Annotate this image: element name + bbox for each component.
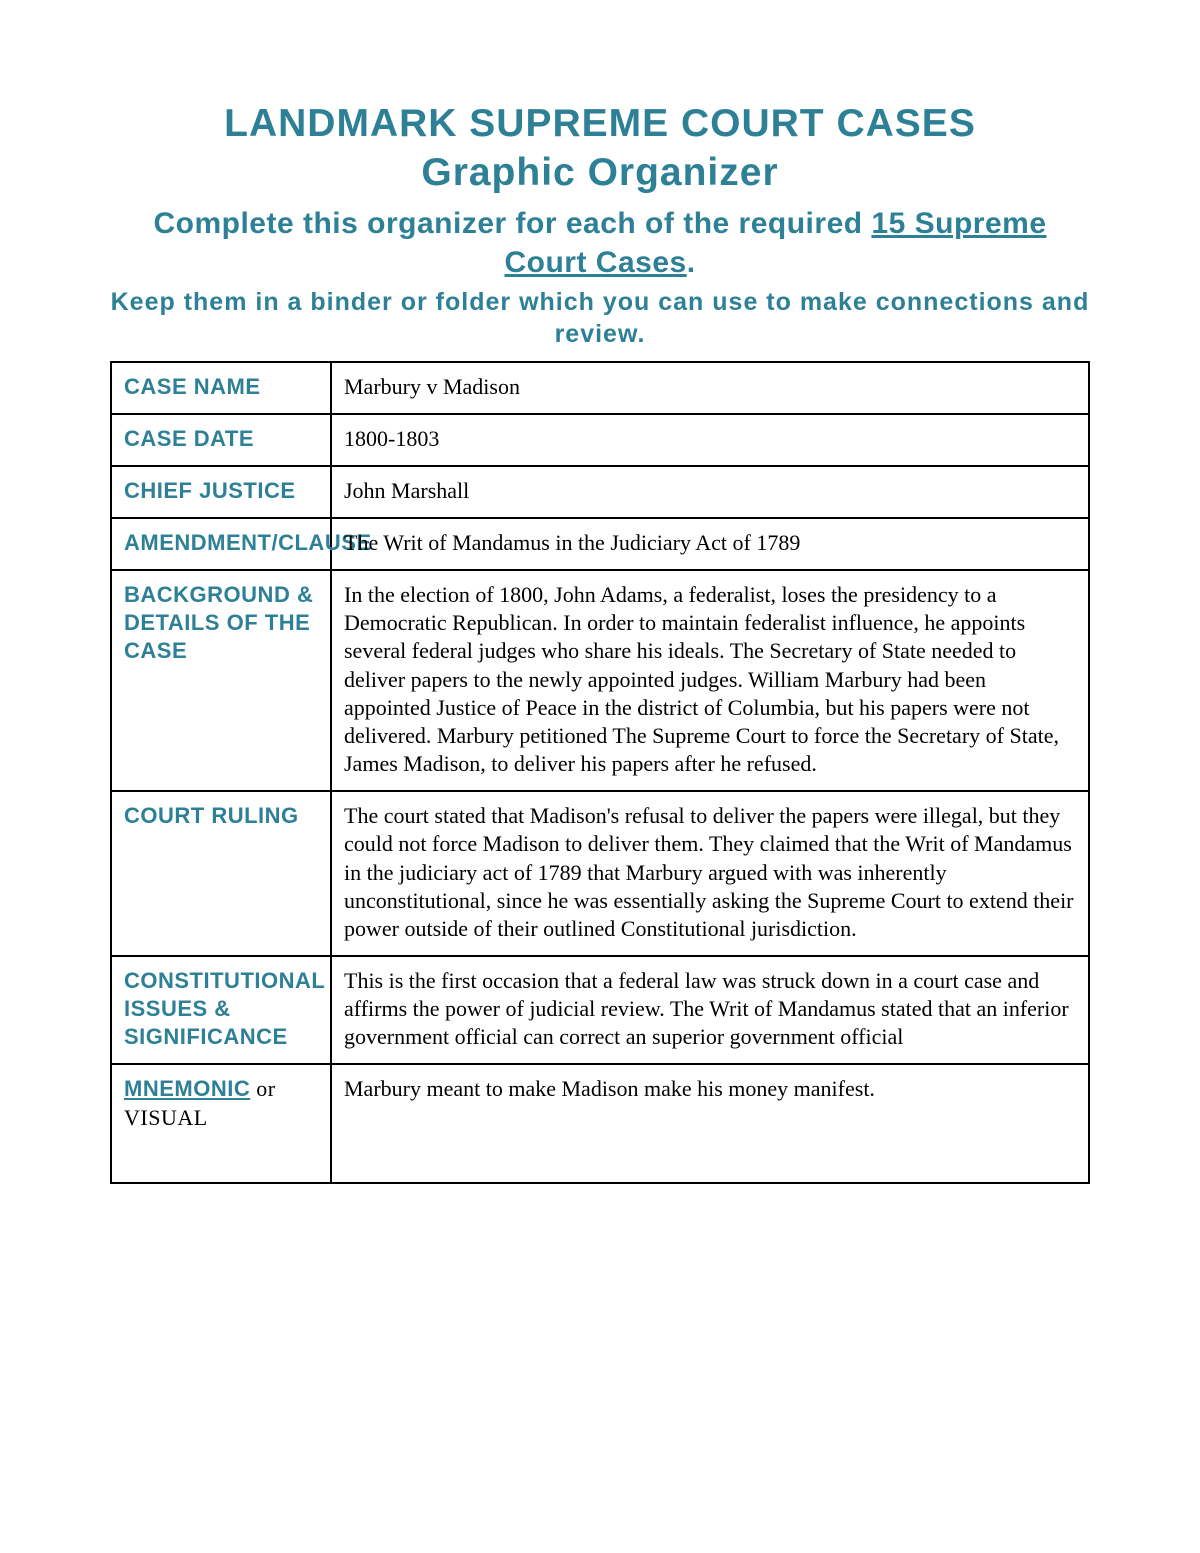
value-case-name: Marbury v Madison <box>331 362 1089 414</box>
title-line-1: LANDMARK SUPREME COURT CASES <box>224 102 976 145</box>
page-title: LANDMARK SUPREME COURT CASES Graphic Org… <box>110 100 1090 198</box>
value-background: In the election of 1800, John Adams, a f… <box>331 570 1089 791</box>
label-constitutional-issues: CONSTITUTIONAL ISSUES & SIGNIFICANCE <box>111 956 331 1064</box>
value-amendment-clause: The Writ of Mandamus in the Judiciary Ac… <box>331 518 1089 570</box>
label-court-ruling: COURT RULING <box>111 791 331 956</box>
label-amendment-clause: AMENDMENT/CLAUSE <box>111 518 331 570</box>
instruction-prefix: Complete this organizer for each of the … <box>153 207 871 240</box>
value-case-date: 1800-1803 <box>331 414 1089 466</box>
value-mnemonic: Marbury meant to make Madison make his m… <box>331 1064 1089 1182</box>
value-constitutional-issues: This is the first occasion that a federa… <box>331 956 1089 1064</box>
table-row: CONSTITUTIONAL ISSUES & SIGNIFICANCE Thi… <box>111 956 1089 1064</box>
table-row: CASE DATE 1800-1803 <box>111 414 1089 466</box>
instruction-line: Complete this organizer for each of the … <box>110 204 1090 282</box>
title-line-2: Graphic Organizer <box>421 151 778 194</box>
instruction-suffix: . <box>687 246 696 279</box>
table-row: CHIEF JUSTICE John Marshall <box>111 466 1089 518</box>
label-case-date: CASE DATE <box>111 414 331 466</box>
table-row: MNEMONIC or VISUAL Marbury meant to make… <box>111 1064 1089 1182</box>
table-row: CASE NAME Marbury v Madison <box>111 362 1089 414</box>
mnemonic-link[interactable]: MNEMONIC <box>124 1076 250 1101</box>
label-case-name: CASE NAME <box>111 362 331 414</box>
table-row: AMENDMENT/CLAUSE The Writ of Mandamus in… <box>111 518 1089 570</box>
value-chief-justice: John Marshall <box>331 466 1089 518</box>
organizer-table: CASE NAME Marbury v Madison CASE DATE 18… <box>110 361 1090 1184</box>
value-court-ruling: The court stated that Madison's refusal … <box>331 791 1089 956</box>
label-chief-justice: CHIEF JUSTICE <box>111 466 331 518</box>
label-background: BACKGROUND & DETAILS OF THE CASE <box>111 570 331 791</box>
table-row: BACKGROUND & DETAILS OF THE CASE In the … <box>111 570 1089 791</box>
keep-instruction: Keep them in a binder or folder which yo… <box>110 286 1090 351</box>
table-row: COURT RULING The court stated that Madis… <box>111 791 1089 956</box>
document-page: LANDMARK SUPREME COURT CASES Graphic Org… <box>0 0 1200 1553</box>
label-mnemonic: MNEMONIC or VISUAL <box>111 1064 331 1182</box>
